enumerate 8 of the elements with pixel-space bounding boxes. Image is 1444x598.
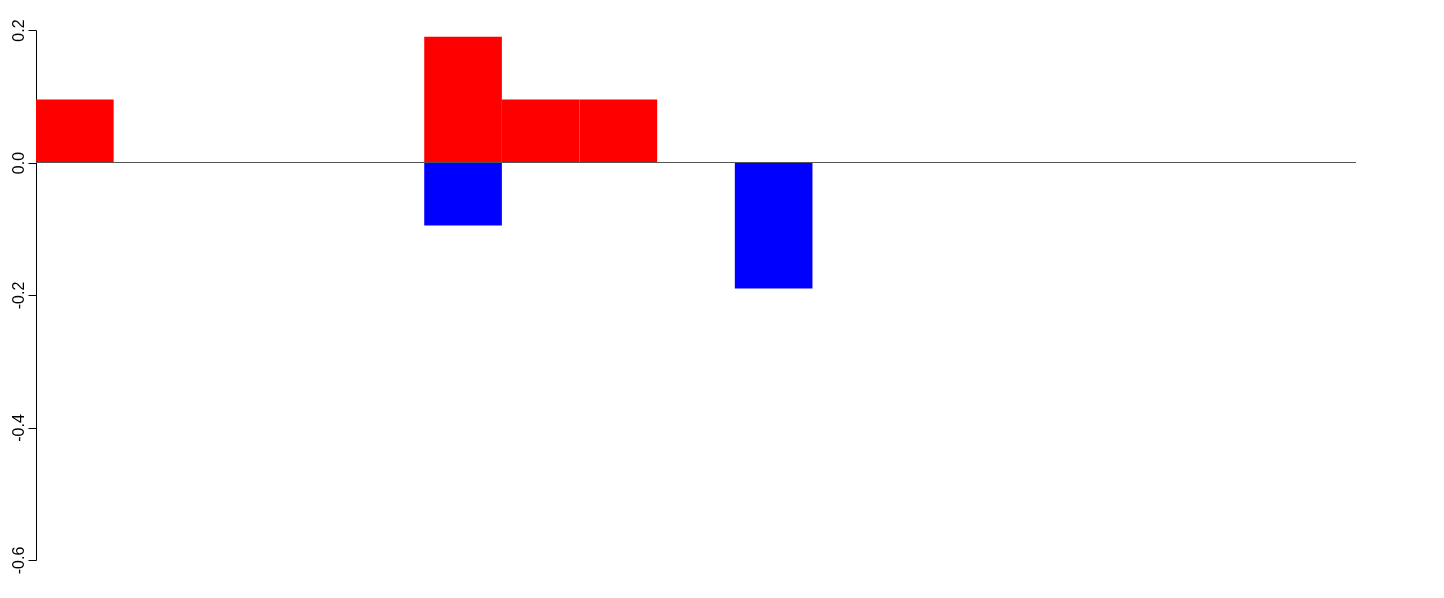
bar [36, 99, 114, 163]
y-tick-label: 0.2 [9, 19, 27, 42]
y-tick-label: -0.4 [9, 414, 27, 442]
y-tick-label: 0.0 [9, 151, 27, 175]
bar [424, 162, 502, 226]
y-tick-label: -0.6 [9, 546, 27, 575]
bar [734, 162, 813, 289]
y-tick-label: -0.2 [9, 281, 27, 310]
